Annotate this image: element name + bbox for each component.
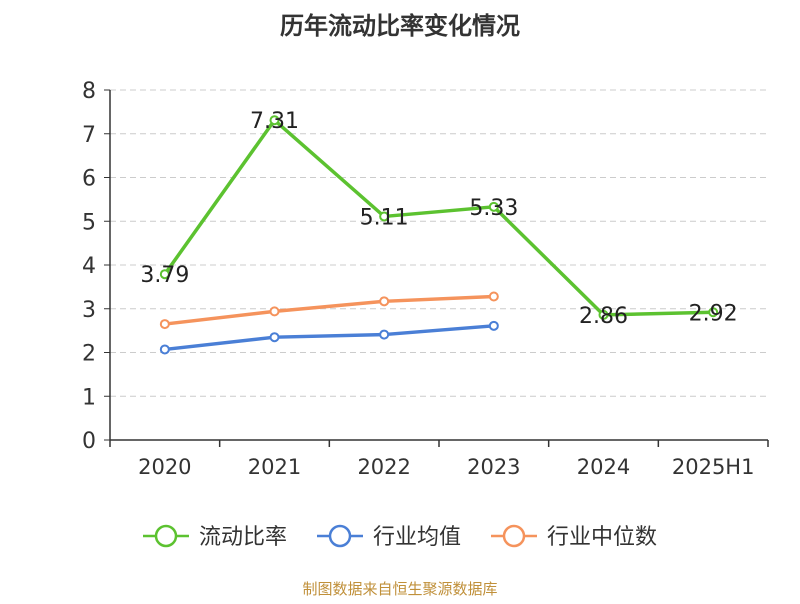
legend-label: 流动比率: [199, 525, 287, 550]
data-point-industry_avg: [269, 332, 280, 343]
legend-item: 行业中位数: [491, 524, 657, 550]
x-tick-label: 2021: [248, 455, 301, 479]
legend-item: 行业均值: [317, 524, 461, 550]
x-tick-label: 2020: [138, 455, 191, 479]
y-tick-label: 2: [82, 342, 96, 367]
data-label: 5.33: [469, 196, 518, 221]
chart-title: 历年流动比率变化情况: [280, 12, 520, 40]
data-point-current_ratio: [708, 307, 719, 318]
data-point-industry_avg: [488, 320, 499, 331]
data-label: 7.31: [250, 109, 299, 134]
data-label: 2.86: [579, 304, 628, 329]
data-point-industry_median: [488, 291, 499, 302]
legend-item: 流动比率: [143, 524, 287, 550]
series-line-industry_avg: [164, 324, 494, 352]
data-point-current_ratio: [598, 309, 609, 320]
x-tick-label: 2025H1: [672, 455, 755, 479]
x-tick-label: 2022: [357, 455, 410, 479]
data-label: 3.79: [140, 263, 189, 288]
legend-marker-icon: [154, 524, 178, 548]
legend-marker-icon: [328, 524, 352, 548]
y-tick-label: 6: [82, 167, 96, 192]
y-tick-label: 3: [82, 298, 96, 323]
data-point-current_ratio: [269, 115, 280, 126]
data-point-industry_median: [379, 296, 390, 307]
series-line-current_ratio: [163, 118, 714, 317]
data-point-industry_avg: [379, 329, 390, 340]
series-line-industry_median: [164, 294, 494, 326]
x-tick-label: 2024: [577, 455, 630, 479]
source-note: 制图数据来自恒生聚源数据库: [302, 580, 498, 598]
data-point-current_ratio: [159, 269, 170, 280]
data-point-current_ratio: [379, 211, 390, 222]
y-tick-label: 4: [82, 254, 96, 279]
data-point-industry_avg: [159, 344, 170, 355]
y-tick-label: 1: [82, 385, 96, 410]
data-label: 2.92: [689, 301, 738, 326]
data-point-current_ratio: [488, 201, 499, 212]
legend-label: 行业均值: [373, 525, 461, 550]
data-point-industry_median: [269, 306, 280, 317]
x-tick-label: 2023: [467, 455, 520, 479]
legend-label: 行业中位数: [547, 525, 657, 550]
y-tick-label: 0: [82, 429, 96, 454]
y-tick-label: 7: [82, 123, 96, 148]
y-tick-label: 5: [82, 210, 96, 235]
legend-marker-icon: [502, 524, 526, 548]
y-tick-label: 8: [82, 79, 96, 104]
data-point-industry_median: [159, 319, 170, 330]
data-label: 5.11: [360, 205, 409, 230]
